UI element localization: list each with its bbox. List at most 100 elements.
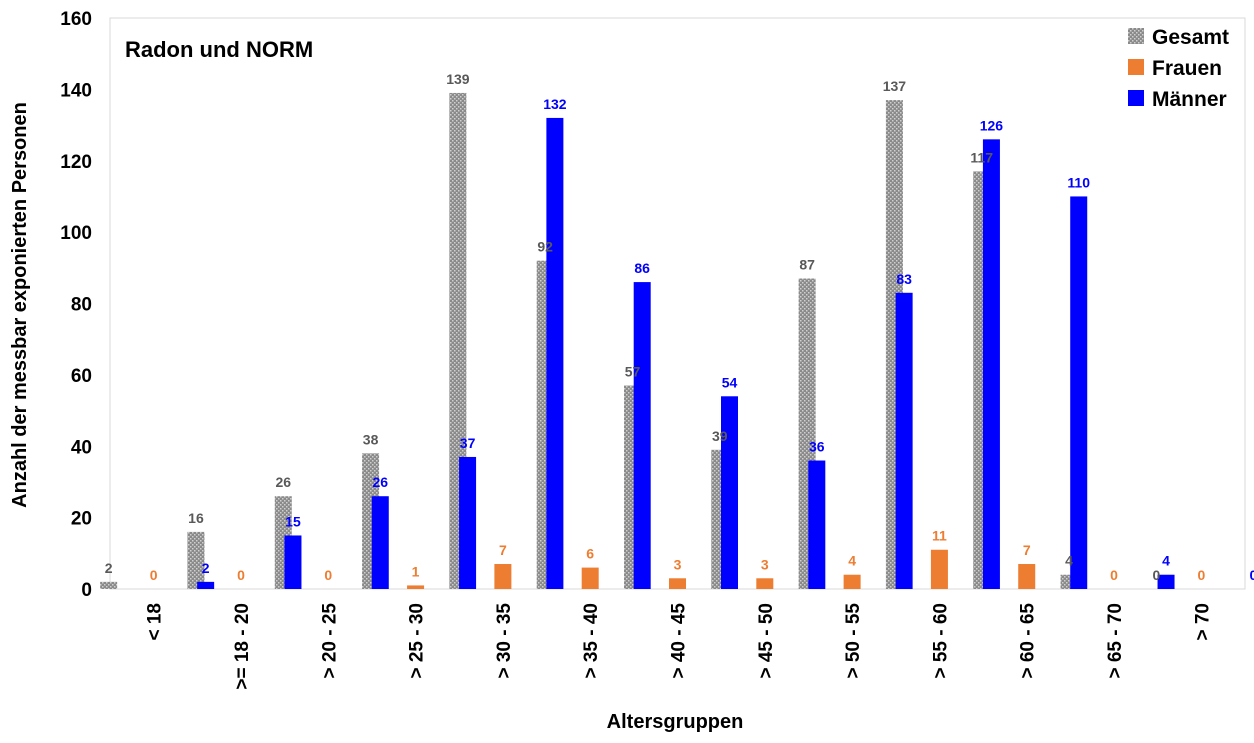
data-label-gesamt: 137	[883, 78, 907, 94]
data-label-gesamt: 139	[446, 71, 470, 87]
bar-maenner	[808, 460, 826, 589]
data-label-maenner: 83	[896, 271, 912, 287]
data-label-gesamt: 87	[799, 257, 815, 273]
data-label-maenner: 4	[1162, 553, 1170, 569]
data-label-frauen: 0	[1110, 567, 1118, 583]
y-tick-label: 140	[60, 80, 92, 101]
bar-frauen	[843, 574, 861, 589]
x-tick-label: > 50 - 55	[843, 603, 864, 679]
data-label-gesamt: 92	[537, 239, 553, 255]
x-tick-label: > 40 - 45	[669, 603, 690, 679]
legend-label: Frauen	[1152, 57, 1222, 80]
bar-frauen	[494, 564, 512, 589]
y-tick-label: 0	[81, 580, 92, 601]
data-label-maenner: 86	[634, 260, 650, 276]
x-tick-label: > 30 - 35	[494, 603, 515, 679]
bar-maenner	[633, 282, 651, 589]
data-label-gesamt: 2	[105, 560, 113, 576]
x-tick-label: >= 18 - 20	[232, 603, 253, 690]
bar-maenner	[546, 117, 564, 590]
bar-maenner	[1070, 196, 1088, 589]
x-axis-ticks: < 18 >= 18 - 20 > 20 - 25 > 25 - 30 > 30 - 3…	[145, 603, 1214, 690]
y-axis-label: Anzahl der messbar exponierten Personen	[9, 102, 31, 508]
y-tick-label: 120	[60, 152, 92, 173]
bar-maenner	[284, 535, 302, 589]
y-tick-label: 160	[60, 9, 92, 30]
data-label-frauen: 4	[848, 553, 856, 569]
x-tick-label: > 20 - 25	[319, 603, 340, 679]
data-label-gesamt: 39	[712, 428, 728, 444]
data-label-gesamt: 38	[363, 431, 379, 447]
x-tick-label: > 25 - 30	[407, 603, 428, 679]
bar-maenner	[197, 581, 215, 589]
legend-swatch	[1128, 28, 1144, 44]
data-label-gesamt: 26	[275, 474, 291, 490]
bar-frauen	[581, 567, 599, 589]
bar-gesamt	[100, 581, 118, 589]
bar-maenner	[721, 396, 738, 589]
data-label-frauen: 3	[674, 556, 682, 572]
bar-maenner	[895, 292, 913, 589]
chart-title: Radon und NORM	[125, 37, 313, 62]
legend-label: Gesamt	[1152, 26, 1229, 49]
data-label-gesamt: 117	[970, 149, 993, 165]
bar-maenner	[1157, 574, 1175, 589]
legend: Gesamt Frauen Männer	[1128, 26, 1229, 111]
y-tick-label: 60	[71, 366, 92, 387]
data-label-frauen: 0	[1197, 567, 1205, 583]
data-label-maenner: 26	[372, 474, 388, 490]
data-label-gesamt: 57	[625, 364, 641, 380]
data-label-frauen: 1	[412, 563, 420, 579]
data-label-gesamt: 16	[188, 510, 204, 526]
data-label-maenner: 2	[202, 560, 210, 576]
x-tick-label: > 65 - 70	[1105, 603, 1126, 679]
plot-area	[109, 17, 1246, 590]
bar-frauen	[407, 585, 425, 589]
data-label-maenner: 132	[543, 96, 567, 112]
data-label-gesamt: 0	[1152, 567, 1160, 583]
data-label-frauen: 7	[1023, 542, 1031, 558]
y-tick-label: 20	[71, 509, 92, 530]
data-label-frauen: 11	[932, 528, 947, 544]
data-label-frauen: 0	[237, 567, 245, 583]
bar-maenner	[982, 139, 1000, 589]
legend-swatch	[1128, 90, 1144, 106]
bars-group	[100, 92, 1175, 590]
data-label-frauen: 0	[324, 567, 332, 583]
x-axis-label: Altersgruppen	[607, 711, 744, 733]
y-tick-label: 40	[71, 437, 92, 458]
bar-gesamt	[187, 531, 205, 589]
x-tick-label: > 60 - 65	[1018, 603, 1039, 679]
data-label-maenner: 36	[809, 439, 825, 455]
data-label-maenner: 110	[1067, 174, 1090, 190]
bar-maenner	[371, 496, 389, 589]
legend-swatch	[1128, 59, 1144, 75]
bar-frauen	[930, 549, 948, 589]
data-label-maenner: 37	[460, 435, 476, 451]
x-tick-label: > 45 - 50	[756, 603, 777, 679]
x-tick-label: < 18	[145, 603, 166, 641]
data-label-maenner: 15	[285, 513, 301, 529]
legend-label: Männer	[1152, 88, 1227, 111]
y-tick-label: 100	[60, 223, 92, 244]
bar-frauen	[669, 578, 686, 589]
y-tick-label: 80	[71, 295, 92, 316]
x-tick-label: > 35 - 40	[581, 603, 602, 679]
data-label-frauen: 0	[150, 567, 158, 583]
y-axis-ticks: 0 20 40 60 80 100 120 140 160	[60, 9, 92, 601]
x-tick-label: > 55 - 60	[930, 603, 951, 679]
bar-frauen	[756, 578, 774, 589]
bar-frauen	[1018, 564, 1036, 589]
bar-maenner	[459, 456, 477, 589]
x-tick-label: > 70	[1192, 603, 1213, 641]
data-label-frauen: 7	[499, 542, 507, 558]
data-label-maenner: 0	[1249, 567, 1254, 583]
data-label-gesamt: 4	[1065, 553, 1073, 569]
data-label-maenner: 54	[722, 374, 738, 390]
data-label-frauen: 3	[761, 556, 769, 572]
data-label-maenner: 126	[980, 117, 1004, 133]
data-label-frauen: 6	[586, 546, 594, 562]
